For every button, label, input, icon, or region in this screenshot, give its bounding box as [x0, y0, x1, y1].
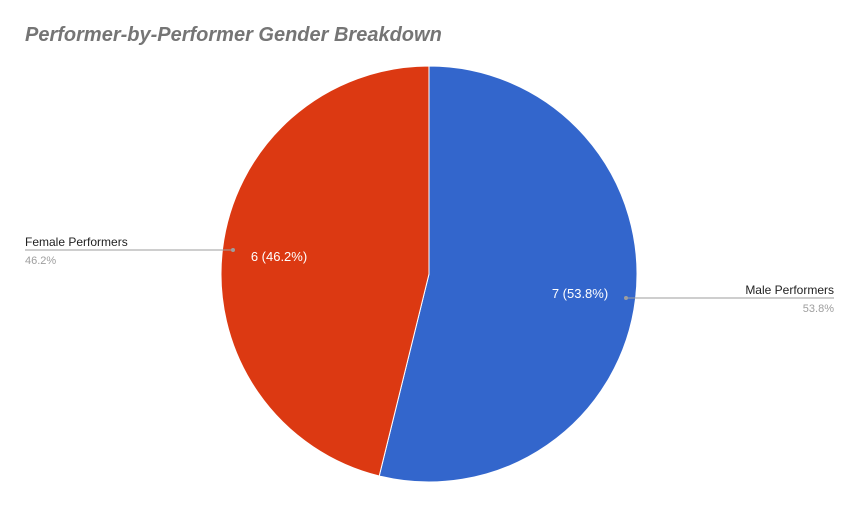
- slice-data-label: 6 (46.2%): [251, 249, 307, 264]
- chart-title: Performer-by-Performer Gender Breakdown: [25, 24, 442, 46]
- pie-slice-female-performers[interactable]: [220, 65, 430, 477]
- leader-lines: Male Performers 53.8% Female Performers 46.…: [25, 235, 834, 315]
- pie-slices: 7 (53.8%) 6 (46.2%): [220, 65, 638, 483]
- pie-slice-male-performers[interactable]: [378, 65, 638, 483]
- slice-name-label: Female Performers: [25, 235, 128, 249]
- slice-percent-label: 53.8%: [803, 303, 834, 315]
- slice-data-label: 7 (53.8%): [552, 286, 608, 301]
- slice-name-label: Male Performers: [745, 283, 834, 297]
- slice-percent-label: 46.2%: [25, 255, 56, 267]
